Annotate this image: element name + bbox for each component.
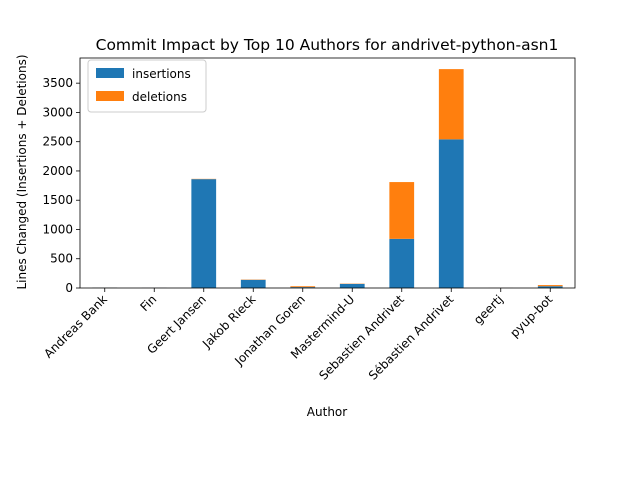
bar-deletions-7 xyxy=(439,69,464,139)
y-tick-label: 500 xyxy=(50,252,73,266)
y-tick-label: 1000 xyxy=(42,222,73,236)
bar-insertions-5 xyxy=(340,284,365,288)
bar-deletions-6 xyxy=(389,182,414,239)
bar-insertions-6 xyxy=(389,239,414,288)
legend-label-insertions: insertions xyxy=(132,67,191,81)
y-tick-label: 3000 xyxy=(42,105,73,119)
y-tick-label: 0 xyxy=(65,281,73,295)
y-axis-label: Lines Changed (Insertions + Deletions) xyxy=(15,54,29,289)
legend-label-deletions: deletions xyxy=(132,90,187,104)
bar-insertions-2 xyxy=(191,179,216,288)
bar-deletions-9 xyxy=(538,285,563,286)
x-axis-label: Author xyxy=(307,405,347,419)
y-tick-label: 2000 xyxy=(42,164,73,178)
y-tick-label: 1500 xyxy=(42,193,73,207)
y-tick-label: 3500 xyxy=(42,76,73,90)
bar-insertions-3 xyxy=(241,280,266,288)
legend: insertions deletions xyxy=(88,60,206,112)
bar-deletions-4 xyxy=(290,286,315,287)
bar-insertions-7 xyxy=(439,139,464,288)
y-tick-label: 2500 xyxy=(42,135,73,149)
chart-title: Commit Impact by Top 10 Authors for andr… xyxy=(96,36,559,54)
legend-swatch-deletions xyxy=(96,91,124,101)
legend-swatch-insertions xyxy=(96,68,124,78)
